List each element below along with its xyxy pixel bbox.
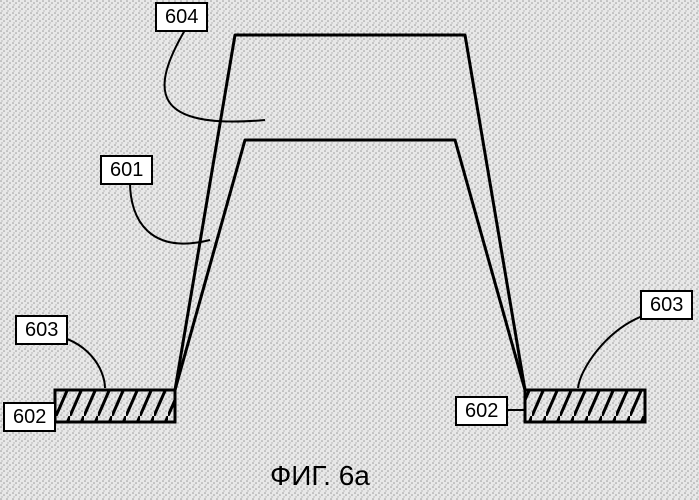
label-603_left: 603 xyxy=(15,315,68,345)
figure-caption: ФИГ. 6a xyxy=(270,460,370,492)
label-604: 604 xyxy=(155,2,208,32)
hatch-block-left xyxy=(55,390,175,422)
label-603_right: 603 xyxy=(640,290,693,320)
label-602_right: 602 xyxy=(455,396,508,426)
hatch-block-right xyxy=(525,390,645,422)
background xyxy=(0,0,699,500)
label-601: 601 xyxy=(100,155,153,185)
label-602_left: 602 xyxy=(3,402,56,432)
